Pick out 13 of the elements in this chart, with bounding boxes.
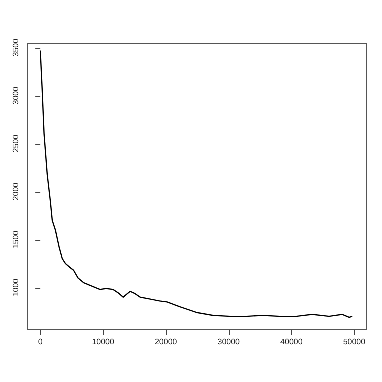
x-tick-label: 50000 — [343, 338, 366, 346]
line-series — [40, 50, 354, 318]
y-tick-label: 1500 — [12, 230, 20, 249]
y-tick-label: 2000 — [12, 182, 20, 201]
x-tick-label: 30000 — [218, 338, 241, 346]
y-tick-label: 1000 — [12, 278, 20, 297]
x-tick-label: 10000 — [92, 338, 116, 346]
x-tick-label: 40000 — [280, 338, 304, 346]
x-tick-label: 0 — [38, 338, 44, 346]
y-tick-label: 3000 — [12, 86, 20, 105]
y-tick-label: 3500 — [12, 38, 20, 57]
y-tick-label: 2500 — [12, 134, 20, 153]
x-tick-label: 20000 — [154, 338, 178, 346]
